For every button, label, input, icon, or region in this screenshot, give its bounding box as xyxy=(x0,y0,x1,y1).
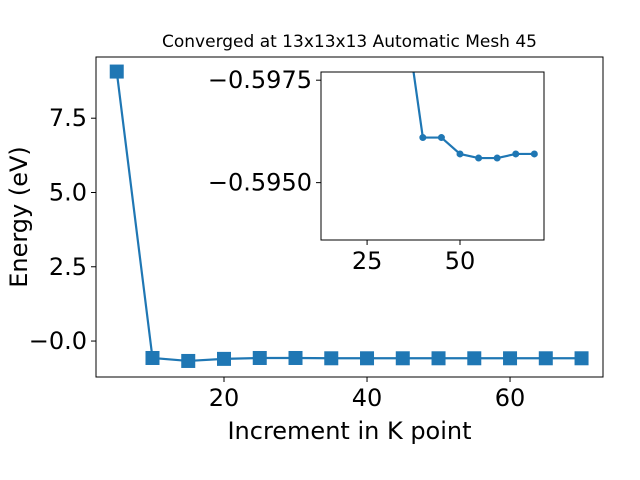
marker xyxy=(512,150,520,158)
marker xyxy=(530,150,538,158)
y-tick-label: 7.5 xyxy=(49,104,87,132)
x-tick-label: 50 xyxy=(445,247,476,275)
y-tick-label: −0.5975 xyxy=(208,66,312,94)
marker xyxy=(288,350,303,365)
marker xyxy=(252,350,267,365)
marker xyxy=(360,351,375,366)
marker xyxy=(324,351,339,366)
marker xyxy=(431,351,446,366)
marker xyxy=(395,351,410,366)
marker xyxy=(574,351,589,366)
marker xyxy=(538,351,553,366)
marker xyxy=(475,154,483,162)
marker xyxy=(503,351,518,366)
y-tick-label: 2.5 xyxy=(49,253,87,281)
axes-frame xyxy=(95,56,604,378)
y-tick-label: 5.0 xyxy=(49,178,87,206)
marker xyxy=(456,150,464,158)
x-tick-label: 40 xyxy=(352,384,383,412)
series xyxy=(412,72,538,162)
marker xyxy=(493,154,501,162)
series xyxy=(109,64,589,368)
y-axis-label: Energy (eV) xyxy=(5,146,33,288)
marker xyxy=(437,134,445,142)
x-axis-label: Increment in K point xyxy=(227,417,471,445)
x-tick-label: 20 xyxy=(209,384,240,412)
marker xyxy=(109,64,124,79)
marker xyxy=(467,351,482,366)
marker xyxy=(145,350,160,365)
marker xyxy=(419,134,427,142)
chart-title: Converged at 13x13x13 Automatic Mesh 45 xyxy=(162,32,537,52)
x-tick-label: 60 xyxy=(495,384,526,412)
x-tick-label: 25 xyxy=(352,247,383,275)
marker xyxy=(181,353,196,368)
y-tick-label: −0.5950 xyxy=(208,169,312,197)
marker xyxy=(217,351,232,366)
y-tick-label: −0.0 xyxy=(29,327,87,355)
axes-frame xyxy=(320,71,545,241)
